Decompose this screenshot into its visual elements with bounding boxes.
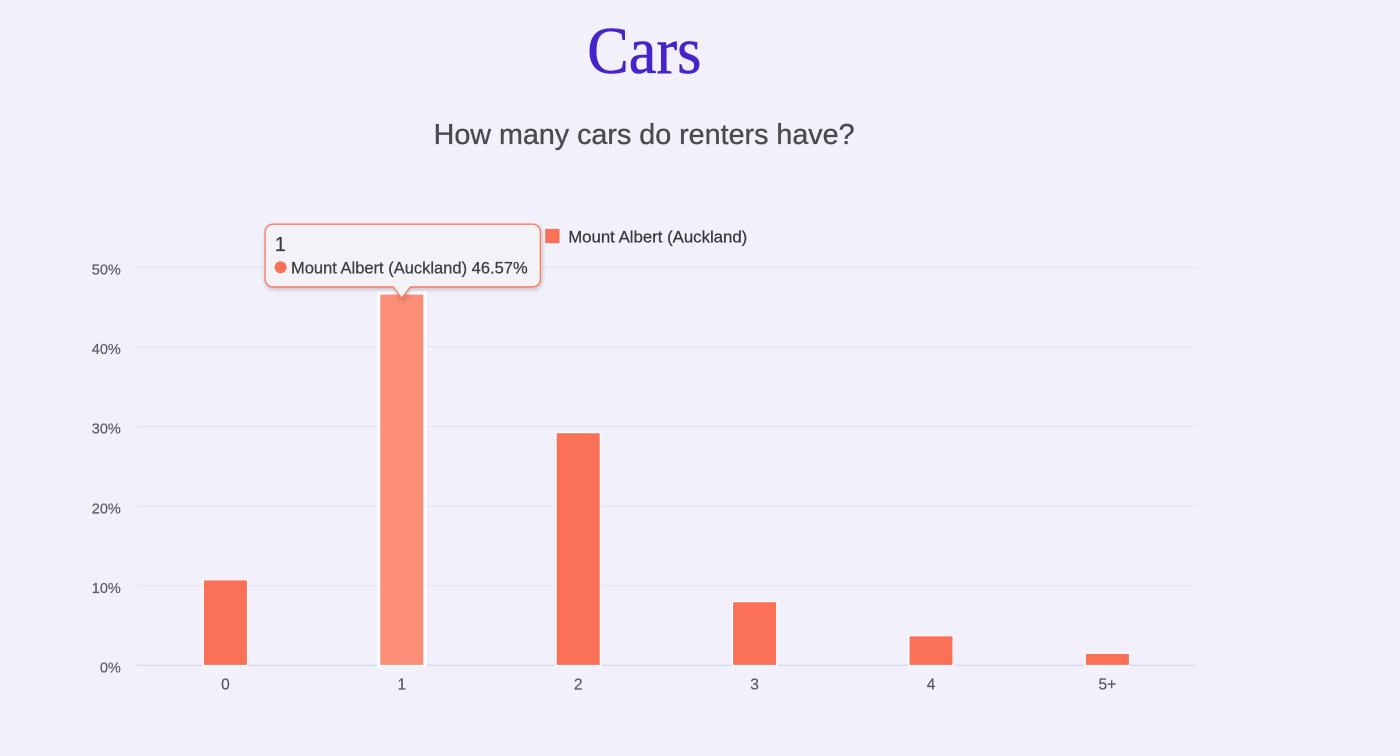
svg-text:How many cars do renters have?: How many cars do renters have? bbox=[434, 119, 855, 151]
svg-text:0: 0 bbox=[221, 676, 230, 693]
svg-text:Mount Albert (Auckland) 46.57%: Mount Albert (Auckland) 46.57% bbox=[291, 259, 528, 277]
svg-text:Mount Albert (Auckland): Mount Albert (Auckland) bbox=[568, 227, 747, 246]
svg-text:50%: 50% bbox=[92, 263, 121, 279]
svg-text:40%: 40% bbox=[92, 342, 121, 358]
svg-text:10%: 10% bbox=[92, 581, 121, 597]
svg-text:5+: 5+ bbox=[1099, 676, 1117, 693]
svg-text:4: 4 bbox=[927, 676, 936, 693]
svg-text:2: 2 bbox=[574, 676, 583, 693]
svg-text:30%: 30% bbox=[92, 422, 121, 438]
svg-text:1: 1 bbox=[397, 676, 406, 693]
svg-text:1: 1 bbox=[275, 234, 286, 256]
svg-text:Cars: Cars bbox=[587, 14, 701, 87]
svg-text:3: 3 bbox=[750, 676, 759, 693]
svg-text:20%: 20% bbox=[92, 501, 121, 517]
svg-text:0%: 0% bbox=[100, 661, 121, 677]
